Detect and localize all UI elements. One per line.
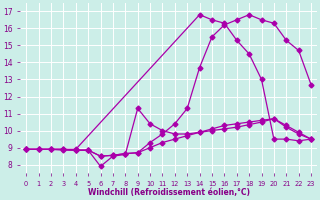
X-axis label: Windchill (Refroidissement éolien,°C): Windchill (Refroidissement éolien,°C) <box>88 188 250 197</box>
